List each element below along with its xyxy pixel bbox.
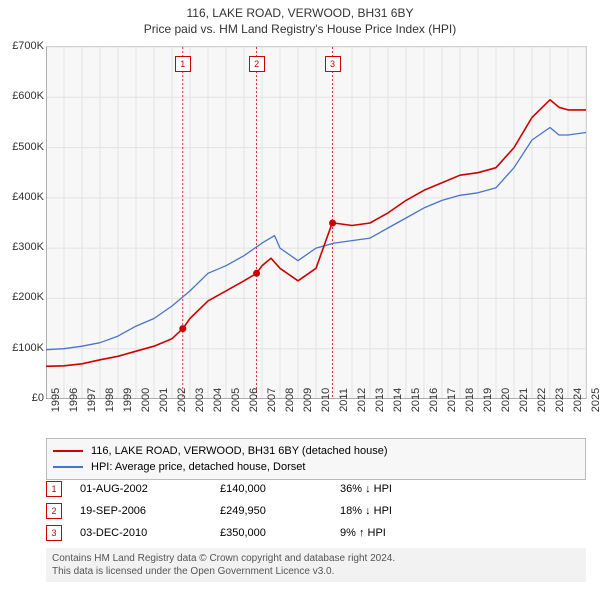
x-tick-label: 2019: [482, 388, 494, 412]
event-price: £350,000: [220, 527, 340, 539]
chart-title-line1: 116, LAKE ROAD, VERWOOD, BH31 6BY: [0, 6, 600, 20]
x-tick-label: 1998: [104, 388, 116, 412]
x-tick-label: 2002: [176, 388, 188, 412]
x-tick-label: 2001: [158, 388, 170, 412]
x-tick-label: 2012: [356, 388, 368, 412]
x-tick-label: 2022: [536, 388, 548, 412]
chart-container: 116, LAKE ROAD, VERWOOD, BH31 6BY Price …: [0, 0, 600, 590]
footer-line: This data is licensed under the Open Gov…: [52, 565, 580, 578]
title-block: 116, LAKE ROAD, VERWOOD, BH31 6BY Price …: [0, 0, 600, 36]
event-row: 2 19-SEP-2006 £249,950 18% ↓ HPI: [46, 500, 586, 522]
x-tick-label: 2018: [464, 388, 476, 412]
chart-event-marker: 1: [175, 56, 191, 72]
x-tick-label: 2016: [428, 388, 440, 412]
event-delta: 18% ↓ HPI: [340, 505, 460, 517]
x-tick-label: 1999: [122, 388, 134, 412]
event-marker-box: 3: [46, 525, 62, 541]
events-table: 1 01-AUG-2002 £140,000 36% ↓ HPI 2 19-SE…: [46, 478, 586, 544]
event-row: 1 01-AUG-2002 £140,000 36% ↓ HPI: [46, 478, 586, 500]
x-tick-label: 2020: [500, 388, 512, 412]
y-tick-label: £200K: [12, 291, 44, 303]
x-tick-label: 2024: [572, 388, 584, 412]
x-tick-label: 2013: [374, 388, 386, 412]
legend-swatch: [53, 466, 83, 468]
legend: 116, LAKE ROAD, VERWOOD, BH31 6BY (detac…: [46, 438, 586, 480]
x-tick-label: 2000: [140, 388, 152, 412]
x-tick-label: 2008: [284, 388, 296, 412]
y-tick-label: £100K: [12, 342, 44, 354]
event-date: 19-SEP-2006: [80, 505, 220, 517]
y-tick-label: £0: [32, 392, 44, 404]
event-date: 01-AUG-2002: [80, 483, 220, 495]
legend-item: HPI: Average price, detached house, Dors…: [53, 459, 579, 475]
chart-event-marker: 2: [249, 56, 265, 72]
x-tick-label: 2009: [302, 388, 314, 412]
chart-event-marker: 3: [325, 56, 341, 72]
y-tick-label: £500K: [12, 141, 44, 153]
legend-label: 116, LAKE ROAD, VERWOOD, BH31 6BY (detac…: [91, 445, 388, 457]
x-tick-label: 1997: [86, 388, 98, 412]
x-tick-label: 1996: [68, 388, 80, 412]
chart-svg: [46, 47, 586, 399]
x-tick-label: 2003: [194, 388, 206, 412]
x-tick-label: 1995: [50, 388, 62, 412]
legend-item: 116, LAKE ROAD, VERWOOD, BH31 6BY (detac…: [53, 443, 579, 459]
footer-line: Contains HM Land Registry data © Crown c…: [52, 552, 580, 565]
event-delta: 9% ↑ HPI: [340, 527, 460, 539]
x-tick-label: 2011: [338, 388, 350, 412]
event-date: 03-DEC-2010: [80, 527, 220, 539]
event-price: £140,000: [220, 483, 340, 495]
x-tick-label: 2005: [230, 388, 242, 412]
event-marker-box: 1: [46, 481, 62, 497]
x-tick-label: 2006: [248, 388, 260, 412]
event-marker-box: 2: [46, 503, 62, 519]
event-delta: 36% ↓ HPI: [340, 483, 460, 495]
x-tick-label: 2017: [446, 388, 458, 412]
x-tick-label: 2021: [518, 388, 530, 412]
footer-attribution: Contains HM Land Registry data © Crown c…: [46, 548, 586, 582]
y-tick-label: £700K: [12, 40, 44, 52]
x-tick-label: 2007: [266, 388, 278, 412]
legend-swatch: [53, 450, 83, 452]
x-tick-label: 2010: [320, 388, 332, 412]
x-tick-label: 2023: [554, 388, 566, 412]
event-price: £249,950: [220, 505, 340, 517]
x-tick-label: 2015: [410, 388, 422, 412]
x-tick-label: 2014: [392, 388, 404, 412]
event-row: 3 03-DEC-2010 £350,000 9% ↑ HPI: [46, 522, 586, 544]
x-tick-label: 2004: [212, 388, 224, 412]
legend-label: HPI: Average price, detached house, Dors…: [91, 461, 305, 473]
chart-plot-area: [46, 46, 587, 399]
chart-title-line2: Price paid vs. HM Land Registry's House …: [0, 22, 600, 36]
y-tick-label: £600K: [12, 90, 44, 102]
y-tick-label: £300K: [12, 241, 44, 253]
y-tick-label: £400K: [12, 191, 44, 203]
x-tick-label: 2025: [590, 388, 600, 412]
